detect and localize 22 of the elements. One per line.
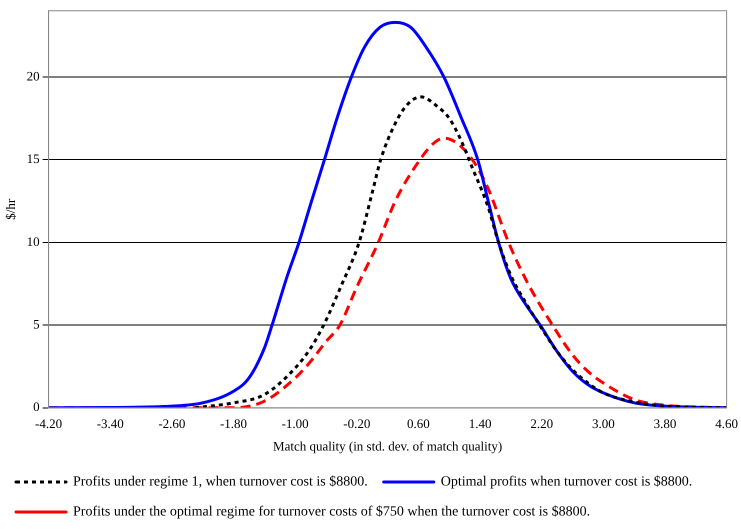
x-tick-label: -2.60 <box>158 416 186 432</box>
y-tick-label: 15 <box>26 151 40 166</box>
y-tick-label: 5 <box>33 316 40 332</box>
x-tick-label: 4.60 <box>715 416 738 432</box>
x-tick-label: 2.20 <box>530 416 554 432</box>
x-tick-label: -3.40 <box>96 416 124 432</box>
legend-label: Profits under the optimal regime for turnover costs of $750 when the turnover cost is $8800. <box>73 504 590 520</box>
x-tick-label: -0.20 <box>343 416 370 432</box>
x-tick-label: -1.80 <box>220 416 248 432</box>
x-axis-title: Match quality (in std. dev. of match quality) <box>273 438 502 454</box>
x-tick-label: -1.00 <box>282 416 309 432</box>
legend-label: Optimal profits when turnover cost is $8800. <box>440 474 692 490</box>
y-tick-label: 20 <box>26 68 40 84</box>
x-tick-label: 3.00 <box>592 416 615 432</box>
y-axis-title: $/hr <box>3 198 18 220</box>
x-tick-label: -4.20 <box>35 416 62 432</box>
legend-label: Profits under regime 1, when turnover cost is $8800. <box>73 474 368 490</box>
x-tick-label: 0.60 <box>407 416 430 432</box>
x-tick-label: 3.80 <box>654 416 676 432</box>
y-tick-label: 10 <box>26 234 40 249</box>
x-tick-label: 1.40 <box>468 416 492 432</box>
y-tick-label: 0 <box>33 399 40 414</box>
